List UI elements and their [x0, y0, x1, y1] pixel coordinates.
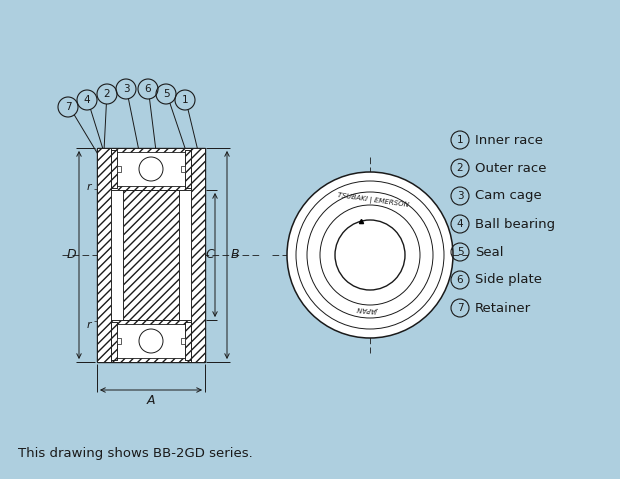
Text: 1: 1: [182, 95, 188, 105]
Bar: [117, 166, 121, 172]
Bar: [111, 150, 117, 188]
Bar: [181, 338, 185, 344]
Text: Ball bearing: Ball bearing: [475, 217, 555, 230]
Text: 5: 5: [457, 247, 463, 257]
Text: B: B: [231, 249, 239, 262]
Bar: [111, 150, 117, 188]
Circle shape: [139, 157, 163, 181]
Bar: [185, 150, 191, 188]
Bar: [123, 190, 179, 320]
Text: Cam cage: Cam cage: [475, 190, 542, 203]
Bar: [111, 320, 191, 362]
Text: 2: 2: [104, 89, 110, 99]
Text: 4: 4: [84, 95, 91, 105]
Bar: [181, 166, 185, 172]
Text: 2: 2: [457, 163, 463, 173]
Text: 6: 6: [144, 84, 151, 94]
Bar: [111, 322, 117, 360]
Bar: [123, 190, 179, 320]
Text: Retainer: Retainer: [475, 301, 531, 315]
Text: 1: 1: [457, 135, 463, 145]
Text: 6: 6: [457, 275, 463, 285]
Bar: [191, 148, 205, 362]
Bar: [111, 320, 191, 362]
Text: 7: 7: [457, 303, 463, 313]
Bar: [111, 148, 191, 190]
Bar: [179, 190, 191, 320]
Bar: [111, 190, 123, 320]
Text: 3: 3: [457, 191, 463, 201]
Text: D: D: [66, 249, 76, 262]
Text: 3: 3: [123, 84, 130, 94]
Bar: [111, 322, 117, 360]
Bar: [185, 150, 191, 188]
Bar: [111, 324, 191, 358]
Bar: [185, 322, 191, 360]
Text: JAPAN: JAPAN: [360, 305, 381, 313]
Text: A: A: [147, 394, 155, 407]
Text: r: r: [87, 320, 91, 330]
Text: C: C: [205, 249, 214, 262]
Text: r: r: [87, 182, 91, 192]
Bar: [191, 148, 205, 362]
Bar: [97, 148, 111, 362]
Bar: [117, 338, 121, 344]
Text: 5: 5: [162, 89, 169, 99]
Text: TSUBAKI | EMERSON: TSUBAKI | EMERSON: [337, 193, 409, 209]
Bar: [111, 152, 191, 186]
Circle shape: [139, 329, 163, 353]
Circle shape: [287, 172, 453, 338]
Text: This drawing shows BB-2GD series.: This drawing shows BB-2GD series.: [18, 446, 253, 459]
Text: Outer race: Outer race: [475, 161, 546, 174]
Bar: [97, 148, 111, 362]
Text: 7: 7: [64, 102, 71, 112]
Text: Inner race: Inner race: [475, 134, 543, 147]
Text: Side plate: Side plate: [475, 274, 542, 286]
Bar: [111, 148, 191, 190]
Text: 4: 4: [457, 219, 463, 229]
Text: Seal: Seal: [475, 246, 503, 259]
Bar: [185, 322, 191, 360]
